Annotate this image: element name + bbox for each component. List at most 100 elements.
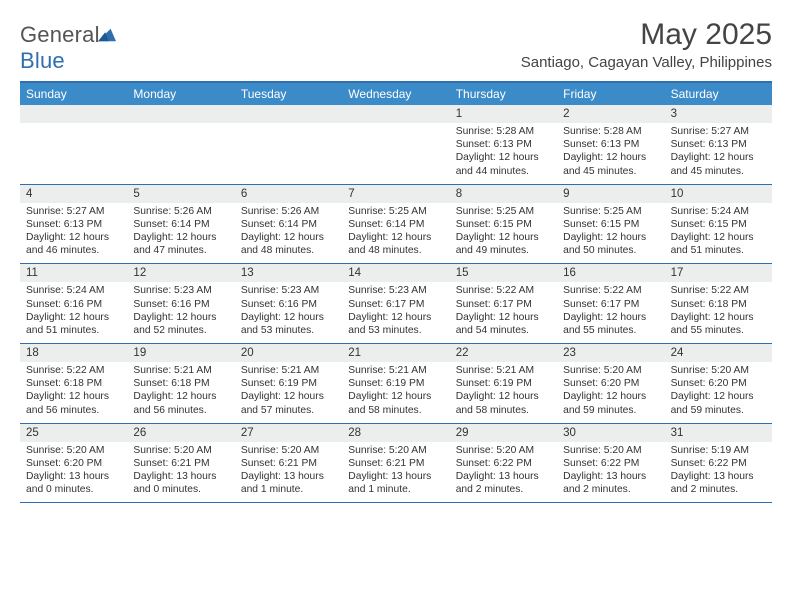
day-number-band: 45678910 xyxy=(20,185,772,203)
day-cell: Sunrise: 5:21 AMSunset: 6:19 PMDaylight:… xyxy=(342,362,449,423)
brand-part1: General xyxy=(20,22,100,47)
day-details: Sunrise: 5:23 AMSunset: 6:17 PMDaylight:… xyxy=(346,282,445,339)
day-cell: Sunrise: 5:27 AMSunset: 6:13 PMDaylight:… xyxy=(20,203,127,264)
day-cell: Sunrise: 5:25 AMSunset: 6:15 PMDaylight:… xyxy=(557,203,664,264)
title-block: May 2025 Santiago, Cagayan Valley, Phili… xyxy=(521,18,772,77)
day-cell: Sunrise: 5:20 AMSunset: 6:20 PMDaylight:… xyxy=(20,442,127,503)
day-details: Sunrise: 5:26 AMSunset: 6:14 PMDaylight:… xyxy=(131,203,230,260)
day-number: 13 xyxy=(235,264,342,282)
day-number: 15 xyxy=(450,264,557,282)
day-cell: Sunrise: 5:20 AMSunset: 6:21 PMDaylight:… xyxy=(342,442,449,503)
day-details: Sunrise: 5:27 AMSunset: 6:13 PMDaylight:… xyxy=(24,203,123,260)
day-cell: Sunrise: 5:26 AMSunset: 6:14 PMDaylight:… xyxy=(235,203,342,264)
day-cell: Sunrise: 5:28 AMSunset: 6:13 PMDaylight:… xyxy=(557,123,664,184)
day-cell: Sunrise: 5:22 AMSunset: 6:18 PMDaylight:… xyxy=(20,362,127,423)
day-cell: Sunrise: 5:21 AMSunset: 6:18 PMDaylight:… xyxy=(127,362,234,423)
day-number-band: 11121314151617 xyxy=(20,264,772,282)
brand-part2: Blue xyxy=(20,48,65,73)
day-cell: Sunrise: 5:20 AMSunset: 6:20 PMDaylight:… xyxy=(557,362,664,423)
day-details: Sunrise: 5:22 AMSunset: 6:17 PMDaylight:… xyxy=(561,282,660,339)
day-details: Sunrise: 5:20 AMSunset: 6:22 PMDaylight:… xyxy=(561,442,660,499)
day-of-week-header: Tuesday xyxy=(235,83,342,105)
day-cell: Sunrise: 5:22 AMSunset: 6:17 PMDaylight:… xyxy=(557,282,664,343)
day-details: Sunrise: 5:22 AMSunset: 6:18 PMDaylight:… xyxy=(669,282,768,339)
day-details: Sunrise: 5:19 AMSunset: 6:22 PMDaylight:… xyxy=(669,442,768,499)
day-details: Sunrise: 5:21 AMSunset: 6:19 PMDaylight:… xyxy=(346,362,445,419)
day-cell: Sunrise: 5:28 AMSunset: 6:13 PMDaylight:… xyxy=(450,123,557,184)
days-of-week-row: SundayMondayTuesdayWednesdayThursdayFrid… xyxy=(20,83,772,105)
day-details: Sunrise: 5:23 AMSunset: 6:16 PMDaylight:… xyxy=(239,282,338,339)
day-details: Sunrise: 5:21 AMSunset: 6:18 PMDaylight:… xyxy=(131,362,230,419)
day-number: 17 xyxy=(665,264,772,282)
day-number: 5 xyxy=(127,185,234,203)
day-number: 31 xyxy=(665,424,772,442)
day-cell: Sunrise: 5:27 AMSunset: 6:13 PMDaylight:… xyxy=(665,123,772,184)
day-details: Sunrise: 5:21 AMSunset: 6:19 PMDaylight:… xyxy=(239,362,338,419)
day-cell xyxy=(342,123,449,184)
day-details: Sunrise: 5:25 AMSunset: 6:15 PMDaylight:… xyxy=(561,203,660,260)
month-title: May 2025 xyxy=(521,18,772,52)
day-of-week-header: Saturday xyxy=(665,83,772,105)
day-number-band: 25262728293031 xyxy=(20,424,772,442)
day-cell: Sunrise: 5:25 AMSunset: 6:14 PMDaylight:… xyxy=(342,203,449,264)
day-cell: Sunrise: 5:26 AMSunset: 6:14 PMDaylight:… xyxy=(127,203,234,264)
day-details: Sunrise: 5:20 AMSunset: 6:20 PMDaylight:… xyxy=(669,362,768,419)
day-number xyxy=(127,105,234,123)
day-number: 9 xyxy=(557,185,664,203)
day-details: Sunrise: 5:20 AMSunset: 6:21 PMDaylight:… xyxy=(131,442,230,499)
day-number: 19 xyxy=(127,344,234,362)
day-cell: Sunrise: 5:24 AMSunset: 6:15 PMDaylight:… xyxy=(665,203,772,264)
day-number-band: 18192021222324 xyxy=(20,344,772,362)
week-row: Sunrise: 5:28 AMSunset: 6:13 PMDaylight:… xyxy=(20,123,772,185)
day-number: 10 xyxy=(665,185,772,203)
day-number: 8 xyxy=(450,185,557,203)
day-number: 29 xyxy=(450,424,557,442)
day-number: 4 xyxy=(20,185,127,203)
day-cell: Sunrise: 5:20 AMSunset: 6:21 PMDaylight:… xyxy=(235,442,342,503)
day-number: 26 xyxy=(127,424,234,442)
day-cell: Sunrise: 5:22 AMSunset: 6:17 PMDaylight:… xyxy=(450,282,557,343)
day-details: Sunrise: 5:22 AMSunset: 6:18 PMDaylight:… xyxy=(24,362,123,419)
day-details: Sunrise: 5:25 AMSunset: 6:14 PMDaylight:… xyxy=(346,203,445,260)
day-cell: Sunrise: 5:21 AMSunset: 6:19 PMDaylight:… xyxy=(450,362,557,423)
day-number: 14 xyxy=(342,264,449,282)
weeks-container: 123Sunrise: 5:28 AMSunset: 6:13 PMDaylig… xyxy=(20,105,772,503)
day-number: 25 xyxy=(20,424,127,442)
calendar: SundayMondayTuesdayWednesdayThursdayFrid… xyxy=(20,81,772,503)
week-row: Sunrise: 5:27 AMSunset: 6:13 PMDaylight:… xyxy=(20,203,772,265)
day-cell: Sunrise: 5:21 AMSunset: 6:19 PMDaylight:… xyxy=(235,362,342,423)
day-number: 7 xyxy=(342,185,449,203)
day-of-week-header: Sunday xyxy=(20,83,127,105)
day-of-week-header: Friday xyxy=(557,83,664,105)
day-number: 27 xyxy=(235,424,342,442)
day-details: Sunrise: 5:26 AMSunset: 6:14 PMDaylight:… xyxy=(239,203,338,260)
week-row: Sunrise: 5:22 AMSunset: 6:18 PMDaylight:… xyxy=(20,362,772,424)
day-number: 28 xyxy=(342,424,449,442)
day-of-week-header: Monday xyxy=(127,83,234,105)
day-cell: Sunrise: 5:24 AMSunset: 6:16 PMDaylight:… xyxy=(20,282,127,343)
day-number: 12 xyxy=(127,264,234,282)
day-cell: Sunrise: 5:22 AMSunset: 6:18 PMDaylight:… xyxy=(665,282,772,343)
day-number: 20 xyxy=(235,344,342,362)
header: General Blue May 2025 Santiago, Cagayan … xyxy=(20,18,772,77)
day-details: Sunrise: 5:20 AMSunset: 6:22 PMDaylight:… xyxy=(454,442,553,499)
day-details: Sunrise: 5:20 AMSunset: 6:21 PMDaylight:… xyxy=(346,442,445,499)
day-details: Sunrise: 5:24 AMSunset: 6:15 PMDaylight:… xyxy=(669,203,768,260)
week-block: 25262728293031Sunrise: 5:20 AMSunset: 6:… xyxy=(20,424,772,504)
day-cell: Sunrise: 5:25 AMSunset: 6:15 PMDaylight:… xyxy=(450,203,557,264)
day-cell: Sunrise: 5:19 AMSunset: 6:22 PMDaylight:… xyxy=(665,442,772,503)
day-details: Sunrise: 5:22 AMSunset: 6:17 PMDaylight:… xyxy=(454,282,553,339)
day-cell: Sunrise: 5:23 AMSunset: 6:17 PMDaylight:… xyxy=(342,282,449,343)
day-details: Sunrise: 5:20 AMSunset: 6:21 PMDaylight:… xyxy=(239,442,338,499)
day-number xyxy=(342,105,449,123)
week-block: 123Sunrise: 5:28 AMSunset: 6:13 PMDaylig… xyxy=(20,105,772,185)
day-details: Sunrise: 5:20 AMSunset: 6:20 PMDaylight:… xyxy=(561,362,660,419)
day-number-band: 123 xyxy=(20,105,772,123)
day-details: Sunrise: 5:28 AMSunset: 6:13 PMDaylight:… xyxy=(561,123,660,180)
day-number xyxy=(235,105,342,123)
day-cell: Sunrise: 5:20 AMSunset: 6:22 PMDaylight:… xyxy=(450,442,557,503)
day-cell: Sunrise: 5:20 AMSunset: 6:21 PMDaylight:… xyxy=(127,442,234,503)
day-of-week-header: Thursday xyxy=(450,83,557,105)
day-number: 23 xyxy=(557,344,664,362)
day-number: 30 xyxy=(557,424,664,442)
